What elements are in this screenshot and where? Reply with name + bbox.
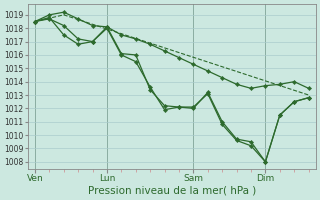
- X-axis label: Pression niveau de la mer( hPa ): Pression niveau de la mer( hPa ): [88, 186, 256, 196]
